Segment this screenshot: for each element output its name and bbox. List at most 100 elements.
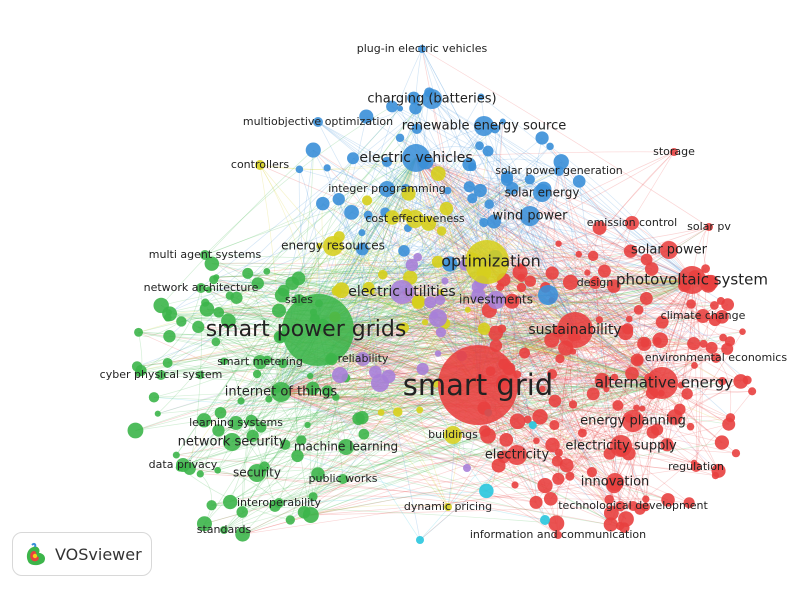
term-node-solar-energy[interactable]: [533, 184, 551, 202]
network-node[interactable]: [553, 154, 569, 170]
network-node[interactable]: [473, 183, 487, 198]
network-node[interactable]: [131, 361, 143, 372]
network-node[interactable]: [612, 400, 624, 411]
term-node-optimization[interactable]: [465, 240, 509, 284]
network-node[interactable]: [196, 516, 212, 532]
network-node[interactable]: [416, 536, 424, 544]
network-node[interactable]: [220, 357, 228, 366]
network-node[interactable]: [528, 421, 537, 430]
term-node-design[interactable]: [589, 277, 601, 289]
network-node[interactable]: [594, 373, 610, 389]
network-node[interactable]: [307, 372, 314, 380]
network-node[interactable]: [332, 367, 348, 383]
network-node[interactable]: [251, 277, 264, 290]
network-node[interactable]: [384, 210, 400, 225]
term-node-network-architecture[interactable]: [196, 283, 206, 293]
network-node[interactable]: [280, 439, 291, 450]
network-node[interactable]: [134, 327, 143, 337]
network-node[interactable]: [661, 493, 675, 507]
network-node[interactable]: [429, 309, 447, 327]
network-node[interactable]: [304, 421, 311, 429]
network-node[interactable]: [575, 250, 583, 258]
term-node-cost-effectiveness[interactable]: [406, 210, 424, 228]
network-node[interactable]: [409, 101, 422, 115]
term-node-charging-batteries-[interactable]: [422, 89, 442, 109]
vosviewer-logo-badge[interactable]: VOSviewer: [12, 532, 152, 576]
network-node[interactable]: [464, 306, 471, 313]
network-node[interactable]: [577, 428, 587, 438]
term-node-emission-control[interactable]: [625, 216, 639, 230]
network-node[interactable]: [291, 271, 306, 286]
network-node[interactable]: [386, 100, 398, 113]
network-node[interactable]: [154, 410, 161, 417]
network-node[interactable]: [204, 256, 220, 271]
network-node[interactable]: [482, 145, 494, 157]
term-node-electricity[interactable]: [507, 445, 527, 465]
network-node[interactable]: [127, 422, 144, 439]
network-node[interactable]: [201, 298, 210, 307]
network-node[interactable]: [272, 303, 286, 318]
network-node[interactable]: [517, 273, 526, 282]
term-node-storage[interactable]: [670, 148, 678, 156]
network-node[interactable]: [214, 406, 227, 419]
network-node[interactable]: [504, 293, 520, 309]
network-node[interactable]: [551, 455, 563, 467]
network-node[interactable]: [519, 347, 531, 359]
network-node[interactable]: [739, 328, 746, 335]
network-node[interactable]: [546, 142, 554, 151]
term-node-energy-resources[interactable]: [323, 236, 343, 256]
network-node[interactable]: [532, 409, 548, 425]
network-node[interactable]: [607, 279, 621, 293]
network-node[interactable]: [401, 186, 416, 201]
network-node[interactable]: [569, 348, 577, 355]
network-node[interactable]: [441, 277, 449, 285]
network-node[interactable]: [392, 407, 403, 417]
network-node[interactable]: [421, 319, 429, 326]
term-node-sustainability[interactable]: [557, 312, 593, 348]
network-node[interactable]: [196, 470, 204, 478]
term-node-data-privacy[interactable]: [176, 458, 190, 472]
term-node-regulation[interactable]: [691, 462, 701, 472]
network-node[interactable]: [721, 342, 734, 355]
network-node[interactable]: [246, 429, 259, 443]
network-node[interactable]: [501, 174, 513, 186]
network-node[interactable]: [437, 289, 444, 296]
network-node[interactable]: [245, 414, 258, 427]
network-node[interactable]: [192, 320, 205, 334]
network-node[interactable]: [610, 373, 619, 381]
network-node[interactable]: [615, 501, 626, 512]
network-node[interactable]: [263, 267, 271, 275]
network-node[interactable]: [163, 313, 172, 322]
network-node[interactable]: [484, 199, 495, 210]
term-node-smart-grid[interactable]: [438, 345, 518, 425]
network-node[interactable]: [618, 511, 634, 527]
network-node[interactable]: [206, 500, 217, 511]
network-node[interactable]: [377, 269, 388, 280]
network-node[interactable]: [363, 210, 373, 220]
network-node[interactable]: [163, 330, 176, 343]
network-node[interactable]: [603, 386, 610, 393]
network-node[interactable]: [499, 118, 506, 125]
network-node[interactable]: [640, 338, 650, 348]
network-node[interactable]: [302, 506, 319, 523]
network-node[interactable]: [572, 174, 586, 188]
term-node-solar-power-generation[interactable]: [554, 166, 564, 176]
network-node[interactable]: [479, 425, 491, 437]
network-node[interactable]: [686, 299, 696, 309]
network-node[interactable]: [644, 262, 659, 276]
network-node[interactable]: [511, 481, 519, 489]
network-node[interactable]: [237, 397, 245, 405]
network-node[interactable]: [172, 451, 180, 459]
network-node[interactable]: [543, 492, 558, 506]
network-node[interactable]: [395, 133, 405, 143]
network-node[interactable]: [529, 495, 543, 509]
network-node[interactable]: [362, 281, 375, 294]
term-node-photovoltaic-system[interactable]: [678, 266, 706, 294]
network-node[interactable]: [358, 229, 366, 237]
network-node[interactable]: [467, 193, 478, 204]
term-node-innovation[interactable]: [606, 473, 624, 491]
network-node[interactable]: [424, 296, 437, 309]
network-node[interactable]: [153, 297, 169, 314]
network-node[interactable]: [416, 362, 429, 375]
network-node[interactable]: [463, 181, 475, 193]
